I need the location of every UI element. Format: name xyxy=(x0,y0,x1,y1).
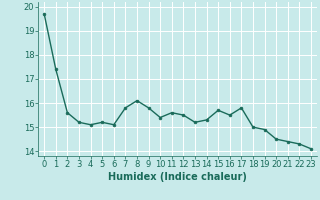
X-axis label: Humidex (Indice chaleur): Humidex (Indice chaleur) xyxy=(108,172,247,182)
